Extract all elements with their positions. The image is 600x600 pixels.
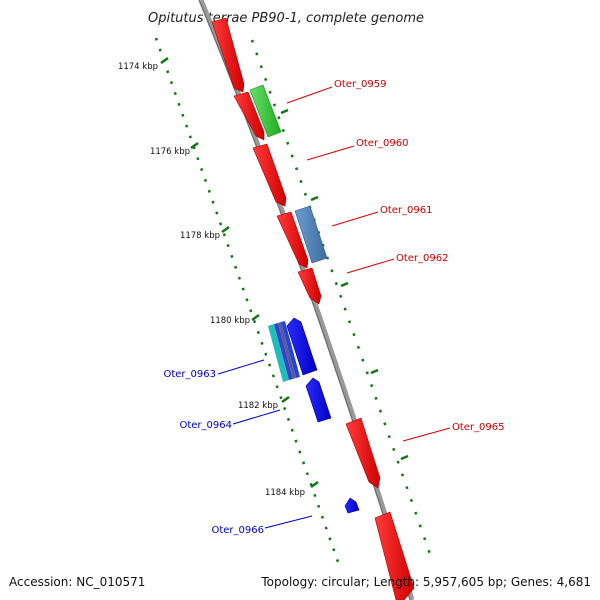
gene-label-oter-0965: Oter_0965 [452,422,505,433]
tick-label-1178: 1178 kbp [180,231,220,241]
gene-label-oter-0959: Oter_0959 [334,79,387,90]
gene-label-oter-0966: Oter_0966 [211,525,264,536]
accession-text: Accession: NC_010571 [9,575,145,589]
gene-feature [345,417,381,489]
gene-feature [211,17,245,93]
gene-label-oter-0961: Oter_0961 [380,205,433,216]
gene-label-oter-0960: Oter_0960 [356,138,409,149]
backbone [198,0,415,600]
tick-label-1184: 1184 kbp [265,488,305,498]
gene-cluster-oter-0963 [268,321,300,382]
gene-feature [286,317,318,376]
topology-text: Topology: circular; Length: 5,957,605 bp… [260,575,591,589]
forward-strand-genes [211,17,415,600]
inner-ruler-dots [154,37,340,563]
gene-feature-green [249,84,282,138]
gene-feature-steelblue [294,205,328,264]
gene-feature [374,511,415,600]
map-title: Opitutus terrae PB90-1, complete genome [148,11,424,26]
outer-ruler-dots [250,39,434,561]
gene-feature [233,91,265,141]
tick-label-1180: 1180 kbp [210,316,250,326]
gene-label-oter-0964: Oter_0964 [179,420,232,431]
gene-feature [252,143,287,207]
label-leaders [217,86,451,529]
outer-tick-marks [280,108,409,461]
gene-feature [276,211,309,269]
gene-feature [297,267,322,305]
reverse-strand-genes [286,317,360,514]
gene-feature [305,377,332,423]
gene-label-oter-0962: Oter_0962 [396,253,449,264]
gene-feature [344,497,360,514]
tick-marks [160,56,319,489]
gene-label-oter-0963: Oter_0963 [163,369,216,380]
tick-label-1174: 1174 kbp [118,62,158,72]
tick-label-1176: 1176 kbp [150,147,190,157]
tick-label-1182: 1182 kbp [238,401,278,411]
